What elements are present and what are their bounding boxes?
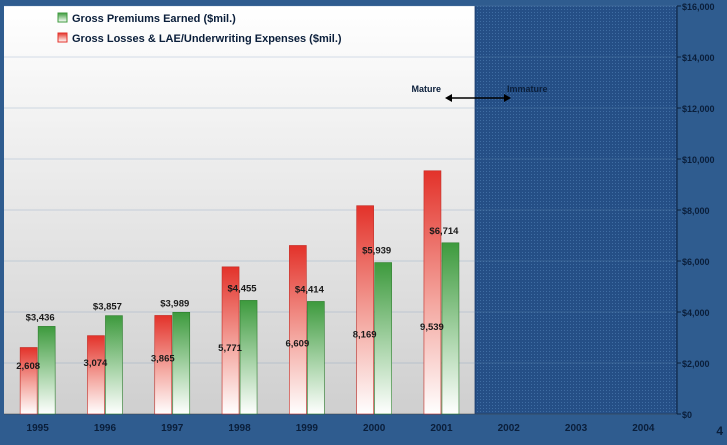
losses-bar <box>356 205 374 415</box>
premiums-value-label: $3,857 <box>93 302 122 313</box>
premiums-value-label: $5,939 <box>362 246 391 257</box>
losses-bar <box>87 335 105 415</box>
y-tick-label: $16,000 <box>682 2 715 12</box>
losses-value-label: 5,771 <box>218 343 242 354</box>
premiums-value-label: $3,989 <box>160 298 189 309</box>
x-tick-label: 2004 <box>632 423 655 434</box>
x-tick-label: 2001 <box>430 423 453 434</box>
legend-label: Gross Premiums Earned ($mil.) <box>72 13 236 25</box>
y-tick-label: $14,000 <box>682 53 715 63</box>
premiums-value-label: $4,414 <box>295 284 325 295</box>
legend-label: Gross Losses & LAE/Underwriting Expenses… <box>72 33 342 45</box>
y-tick-label: $8,000 <box>682 206 710 216</box>
losses-bar <box>154 315 173 415</box>
mature-label: Mature <box>411 84 441 94</box>
losses-value-label: 2,608 <box>16 361 40 372</box>
premiums-bar <box>374 262 392 415</box>
x-tick-label: 2000 <box>363 423 386 434</box>
premiums-bar <box>105 315 123 415</box>
y-tick-label: $6,000 <box>682 257 710 267</box>
premiums-value-label: $3,436 <box>26 312 55 323</box>
y-tick-label: $0 <box>682 410 692 420</box>
x-tick-label: 1998 <box>228 423 251 434</box>
y-tick-label: $10,000 <box>682 155 715 165</box>
immature-label: Immature <box>507 84 548 94</box>
losses-value-label: 8,169 <box>353 330 377 341</box>
losses-value-label: 3,865 <box>151 354 175 365</box>
legend-swatch <box>57 12 68 23</box>
page-number: 4 <box>716 424 723 438</box>
arrow-head-left <box>445 94 452 102</box>
x-tick-label: 1995 <box>27 423 50 434</box>
losses-bar <box>423 170 442 415</box>
losses-bar <box>289 245 307 415</box>
premiums-value-label: $4,455 <box>228 283 258 294</box>
losses-value-label: 6,609 <box>285 338 309 349</box>
losses-bar <box>221 266 240 415</box>
losses-value-label: 9,539 <box>420 322 444 333</box>
premiums-bar <box>37 326 56 415</box>
losses-bar <box>19 347 38 415</box>
premiums-value-label: $6,714 <box>429 226 459 237</box>
x-tick-label: 1997 <box>161 423 184 434</box>
y-tick-label: $2,000 <box>682 359 710 369</box>
x-tick-label: 2003 <box>565 423 588 434</box>
premiums-bar <box>307 301 325 415</box>
x-tick-label: 1999 <box>296 423 319 434</box>
y-tick-label: $12,000 <box>682 104 715 114</box>
y-tick-label: $4,000 <box>682 308 710 318</box>
losses-value-label: 3,074 <box>84 358 108 369</box>
legend-swatch <box>57 32 68 43</box>
premiums-bar <box>239 300 258 415</box>
premiums-bar <box>172 311 191 415</box>
premiums-bar <box>441 242 460 415</box>
arrow-head-right <box>504 94 511 102</box>
x-tick-label: 2002 <box>498 423 521 434</box>
x-tick-label: 1996 <box>94 423 117 434</box>
